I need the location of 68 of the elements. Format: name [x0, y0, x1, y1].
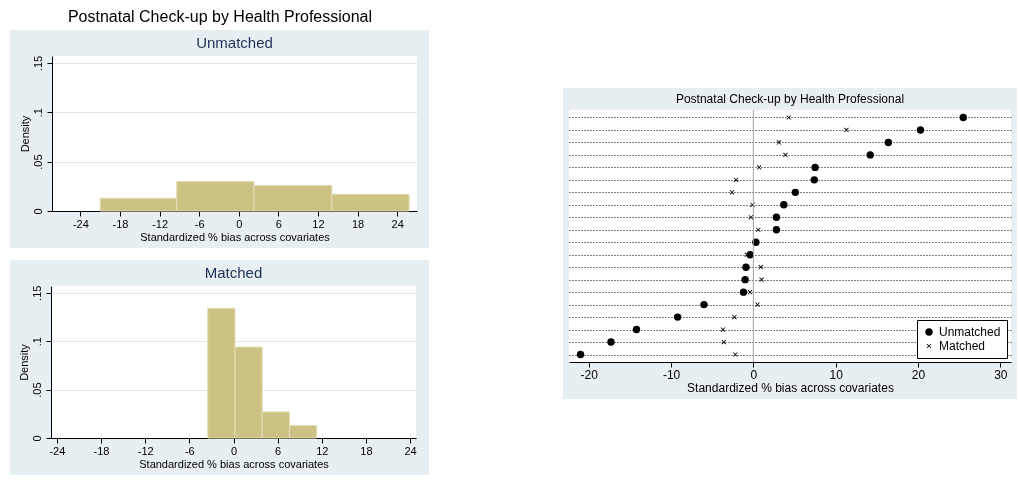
x-tick-label: -24 [72, 217, 89, 230]
chart-title: Postnatal Check-up by Health Professional [66, 7, 374, 27]
point [791, 188, 800, 197]
x-tick-label: 12 [312, 217, 325, 230]
point [780, 201, 788, 209]
legend-label: Unmatched [939, 325, 1001, 339]
y-tick-label: .15 [31, 55, 44, 72]
y-axis-title: Density [18, 115, 31, 153]
point [916, 126, 925, 134]
x-tick-label: -18 [112, 217, 129, 230]
x-tick-label: 20 [911, 367, 926, 382]
point [810, 176, 818, 184]
x-tick-label: 18 [351, 217, 365, 230]
point [756, 165, 762, 170]
x-tick-label: -20 [580, 367, 599, 382]
chart-title: Postnatal Check-up by Health Professional [675, 91, 905, 106]
point [700, 300, 708, 309]
point [776, 140, 782, 145]
point [884, 138, 893, 147]
y-tick-label: .1 [31, 108, 44, 118]
point [720, 327, 726, 332]
x-tick-label: -6 [184, 444, 195, 457]
point [866, 151, 874, 159]
point [755, 227, 761, 233]
point [959, 113, 967, 122]
y-tick-label: .05 [30, 382, 43, 398]
legend-label: Matched [939, 339, 986, 353]
x-tick-label: -24 [49, 444, 66, 457]
y-tick-label: .1 [30, 337, 43, 347]
x-tick-label: 10 [829, 367, 844, 382]
x-tick-label: 0 [750, 367, 758, 382]
y-axis-title: Density [17, 343, 30, 381]
point [772, 213, 781, 221]
y-tick-label: .05 [31, 154, 44, 170]
x-tick-label: 12 [316, 444, 329, 457]
point [772, 226, 781, 234]
chart-title: Matched [204, 264, 263, 282]
y-tick-label: 0 [31, 208, 44, 215]
y-tick-label: .15 [30, 285, 43, 301]
x-tick-label: -12 [152, 217, 169, 230]
point [739, 288, 748, 296]
point [576, 350, 585, 359]
x-tick-label: 24 [404, 444, 417, 457]
x-axis-title: Standardized % bias across covariates [139, 457, 330, 470]
point [607, 338, 615, 346]
point [673, 313, 682, 321]
x-tick-label: 0 [236, 217, 243, 230]
x-tick-label: 6 [275, 217, 282, 230]
x-axis-title: Standardized % bias across covariates [687, 380, 894, 395]
point [811, 163, 819, 172]
point [844, 127, 849, 133]
x-tick-label: -12 [137, 444, 154, 457]
point [732, 314, 737, 320]
x-tick-label: -6 [194, 217, 205, 230]
x-tick-label: 18 [360, 444, 373, 457]
point [632, 325, 641, 334]
x-tick-label: 30 [994, 367, 1008, 382]
point [742, 263, 750, 271]
x-tick-label: 0 [230, 444, 238, 457]
x-tick-label: -18 [93, 444, 110, 457]
x-tick-label: -10 [662, 367, 681, 382]
x-tick-label: 6 [275, 444, 282, 457]
x-tick-label: 24 [391, 217, 404, 230]
chart-subtitle: Unmatched [196, 34, 273, 52]
y-tick-label: 0 [30, 435, 43, 442]
x-axis-title: Standardized % bias across covariates [140, 230, 331, 243]
point [741, 275, 749, 284]
point [783, 152, 788, 158]
